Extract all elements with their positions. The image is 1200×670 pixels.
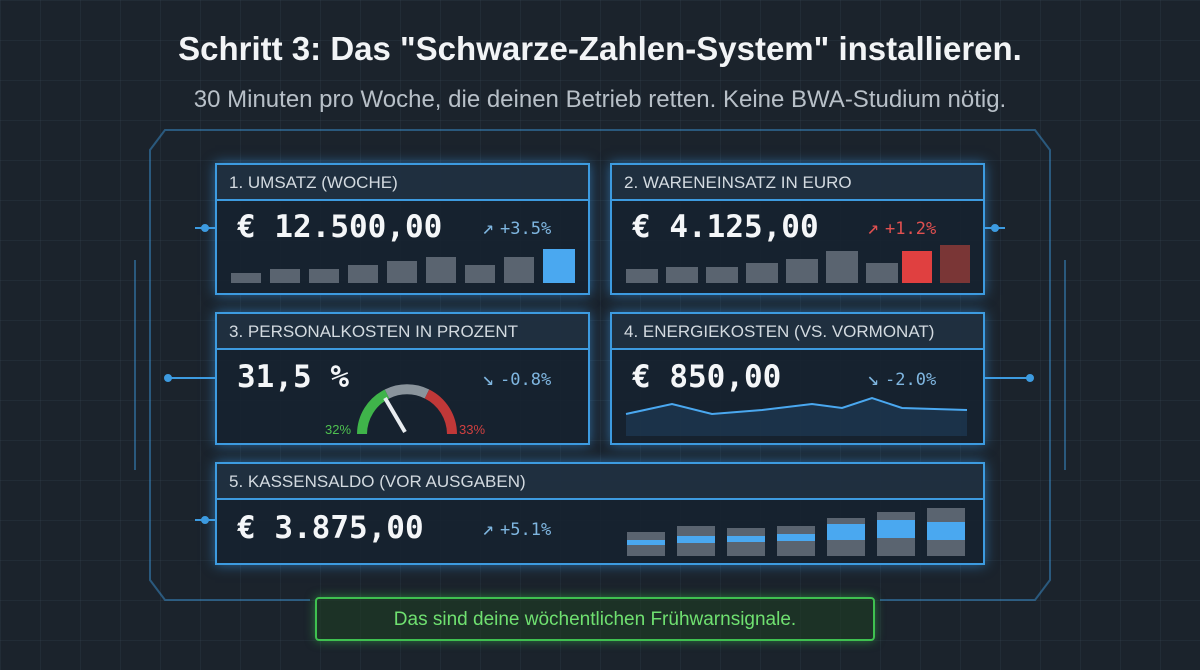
mini-bars [627,508,965,556]
card-value: 31,5 % [237,359,349,395]
card-cash: 5. KASSENSALDO (VOR AUSGABEN) € 3.875,00… [215,462,985,565]
change-text: +3.5% [500,219,552,239]
change-text: -2.0% [885,370,937,390]
sparkline [625,396,968,436]
card-change: ↘ -2.0% [867,366,937,390]
gauge-min: 32% [325,422,352,437]
card-change: ↗ +1.2% [867,215,937,239]
change-text: +1.2% [885,219,937,239]
card-change: ↗ +5.1% [482,516,552,540]
card-revenue: 1. UMSATZ (WOCHE) € 12.500,00 ↗ +3.5% [215,163,590,295]
card-value: € 4.125,00 [632,209,819,245]
card-personnel: 3. PERSONALKOSTEN IN PROZENT 31,5 % ↘ -0.… [215,312,590,445]
card-label: 1. UMSATZ (WOCHE) [229,173,398,192]
card-change: ↘ -0.8% [482,366,552,390]
card-value: € 850,00 [632,359,782,395]
change-text: -0.8% [500,370,552,390]
card-label: 2. WARENEINSATZ IN EURO [624,173,852,192]
mini-bars [231,249,575,283]
gauge-max: 33% [459,422,486,437]
card-change: ↗ +3.5% [482,215,552,239]
subtitle: 30 Minuten pro Woche, die deinen Betrieb… [193,86,1007,113]
card-label: 3. PERSONALKOSTEN IN PROZENT [229,322,519,341]
card-value: € 12.500,00 [237,209,443,245]
title: Schritt 3: Das "Schwarze-Zahlen-System" … [178,30,1022,67]
mini-bars [626,245,970,283]
footer-box: Das sind deine wöchentlichen Frühwarnsig… [315,597,875,641]
card-energy: 4. ENERGIEKOSTEN (VS. VORMONAT) € 850,00… [610,312,985,445]
footer-note: Das sind deine wöchentlichen Frühwarnsig… [393,609,797,630]
change-text: +5.1% [500,520,552,540]
card-value: € 3.875,00 [237,510,424,546]
card-label: 4. ENERGIEKOSTEN (VS. VORMONAT) [624,322,935,341]
gauge [357,384,457,435]
card-label: 5. KASSENSALDO (VOR AUSGABEN) [229,472,526,491]
card-goods: 2. WARENEINSATZ IN EURO € 4.125,00 ↗ +1.2… [610,163,985,295]
